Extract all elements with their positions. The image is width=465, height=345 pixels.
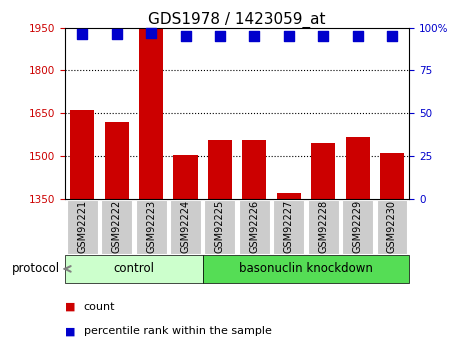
- Text: control: control: [113, 263, 154, 275]
- Text: ■: ■: [65, 326, 76, 336]
- Text: GSM92225: GSM92225: [215, 200, 225, 254]
- Bar: [342, 200, 373, 254]
- Bar: [65, 255, 203, 283]
- Point: [319, 33, 327, 39]
- Text: protocol: protocol: [13, 263, 60, 275]
- Text: GSM92228: GSM92228: [318, 200, 328, 254]
- Bar: [345, 137, 370, 199]
- Text: GSM92229: GSM92229: [352, 200, 363, 254]
- Bar: [242, 140, 266, 199]
- Bar: [273, 200, 304, 254]
- Bar: [136, 200, 166, 254]
- Bar: [380, 153, 404, 199]
- Title: GDS1978 / 1423059_at: GDS1978 / 1423059_at: [148, 11, 326, 28]
- Bar: [105, 122, 129, 199]
- Text: GSM92221: GSM92221: [77, 200, 87, 254]
- Text: GSM92222: GSM92222: [112, 200, 122, 254]
- Point: [147, 30, 155, 36]
- Point: [216, 33, 224, 39]
- Text: GSM92226: GSM92226: [249, 200, 259, 254]
- Bar: [205, 200, 235, 254]
- Bar: [311, 143, 335, 199]
- Point: [285, 33, 292, 39]
- Bar: [239, 200, 270, 254]
- Bar: [277, 193, 301, 199]
- Bar: [173, 155, 198, 199]
- Bar: [377, 200, 407, 254]
- Text: GSM92227: GSM92227: [284, 200, 294, 254]
- Point: [113, 32, 120, 37]
- Bar: [203, 255, 409, 283]
- Bar: [101, 200, 132, 254]
- Point: [251, 33, 258, 39]
- Text: basonuclin knockdown: basonuclin knockdown: [239, 263, 373, 275]
- Text: ■: ■: [65, 302, 76, 312]
- Text: GSM92223: GSM92223: [146, 200, 156, 254]
- Text: GSM92224: GSM92224: [180, 200, 191, 254]
- Point: [182, 33, 189, 39]
- Bar: [308, 200, 339, 254]
- Bar: [170, 200, 201, 254]
- Point: [79, 32, 86, 37]
- Bar: [139, 29, 163, 199]
- Text: count: count: [84, 302, 115, 312]
- Bar: [70, 110, 94, 199]
- Bar: [67, 200, 98, 254]
- Text: percentile rank within the sample: percentile rank within the sample: [84, 326, 272, 336]
- Point: [354, 33, 361, 39]
- Point: [388, 33, 396, 39]
- Text: GSM92230: GSM92230: [387, 200, 397, 253]
- Bar: [208, 140, 232, 199]
